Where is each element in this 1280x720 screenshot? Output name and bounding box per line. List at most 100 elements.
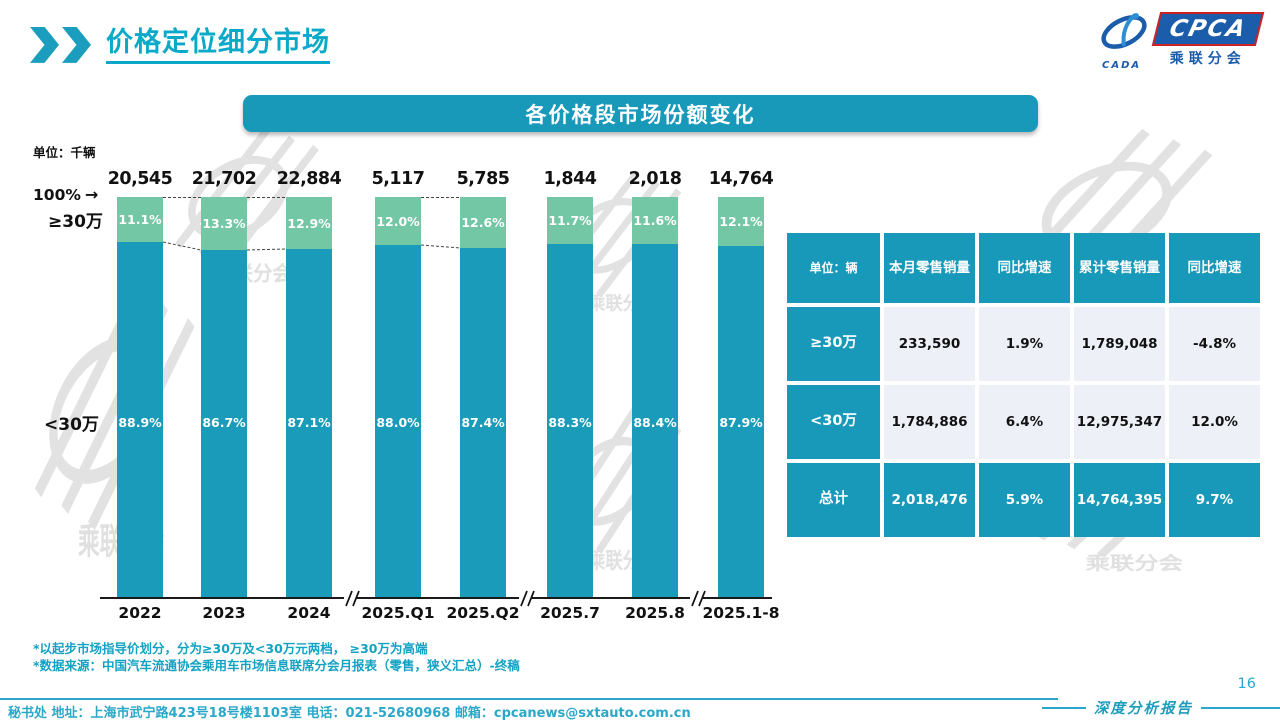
stacked-bar: 11.6% 88.4% <box>632 197 678 599</box>
table-row-label: <30万 <box>787 385 880 459</box>
series-label-over30: ≥30万 <box>48 212 103 232</box>
cada-logo-mark: CADA <box>1093 12 1151 71</box>
bar-segment-over30: 12.6% <box>460 197 506 248</box>
bar-segment-under30 <box>460 248 506 599</box>
stacked-bar: 12.1% 87.9% <box>718 197 764 599</box>
table-data-cell: -4.8% <box>1169 307 1260 381</box>
bar-segment-under30 <box>547 244 593 599</box>
bar-segment-under30 <box>201 250 247 599</box>
footer-contact: 秘书处 地址：上海市武宁路423号18号楼1103室 电话：021-526809… <box>8 706 691 720</box>
table-data-cell: 1,789,048 <box>1074 307 1165 381</box>
table-data-cell: 1,784,886 <box>884 385 975 459</box>
table-data-cell: 14,764,395 <box>1074 463 1165 537</box>
svg-text:乘联分会: 乘联分会 <box>1084 552 1183 574</box>
chart-title: 各价格段市场份额变化 <box>525 102 756 127</box>
page-title: 价格定位细分市场 <box>106 26 330 64</box>
x-axis-category-label: 2023 <box>202 604 246 622</box>
bar-segment-under30-label: 87.4% <box>461 415 505 430</box>
decorative-line <box>1042 706 1086 709</box>
footnotes: *以起步市场指导价划分，分为≥30万及<30万元两档， ≥30万为高端 *数据来… <box>33 641 520 675</box>
table-row-label: 总计 <box>787 463 880 537</box>
bar-segment-over30: 12.9% <box>286 197 332 249</box>
table-data-cell: 1.9% <box>979 307 1070 381</box>
chart-unit-label: 单位：千辆 <box>33 145 96 160</box>
footer-divider <box>0 698 1058 700</box>
table-data-cell: 12.0% <box>1169 385 1260 459</box>
table-data-cell: 5.9% <box>979 463 1070 537</box>
arrow-right-icon: → <box>84 185 99 204</box>
decorative-line <box>1201 706 1280 709</box>
x-axis-category-label: 2025.Q1 <box>361 604 435 622</box>
cpca-logo-subtitle: 乘联分会 <box>1169 51 1246 67</box>
bar-total-value: 22,884 <box>276 169 342 189</box>
cpca-logo-text: CPCA <box>1166 16 1250 42</box>
cpca-logo-band: CPCA <box>1151 12 1265 46</box>
bar-segment-over30: 11.1% <box>117 197 163 242</box>
x-axis-category-label: 2024 <box>287 604 331 622</box>
bar-total-value: 5,785 <box>456 169 510 189</box>
bar-segment-over30: 11.7% <box>547 197 593 244</box>
table-header-cell: 累计零售销量 <box>1074 233 1165 303</box>
chevron-right-icon <box>30 26 59 63</box>
stacked-bar: 11.1% 88.9% <box>117 197 163 599</box>
bar-segment-under30-label: 87.1% <box>287 415 331 430</box>
page-number: 16 <box>1237 676 1256 692</box>
bar-segment-over30: 12.0% <box>375 197 421 245</box>
table-data-cell: 6.4% <box>979 385 1070 459</box>
x-axis-category-label: 2025.8 <box>625 604 685 622</box>
x-axis-category-label: 2022 <box>118 604 162 622</box>
bar-segment-under30 <box>375 245 421 599</box>
table-data-cell: 233,590 <box>884 307 975 381</box>
bar-segment-under30-label: 88.4% <box>633 415 677 430</box>
cada-logo-text: CADA <box>1102 60 1142 71</box>
table-data-cell: 12,975,347 <box>1074 385 1165 459</box>
footnote-line: *数据来源：中国汽车流通协会乘用车市场信息联席分会月报表（零售，狭义汇总）-终稿 <box>33 657 520 673</box>
bar-segment-under30 <box>632 244 678 599</box>
bar-segment-under30-label: 87.9% <box>719 415 763 430</box>
axis-100pct-label: 100% → <box>33 185 98 204</box>
report-label-block: 16 深度分析报告 <box>1042 676 1280 718</box>
stacked-bar: 12.9% 87.1% <box>286 197 332 599</box>
x-axis-category-label: 2025.7 <box>540 604 600 622</box>
chevron-right-icon <box>62 26 91 63</box>
series-label-under30: <30万 <box>44 415 99 435</box>
bar-segment-under30-label: 88.0% <box>376 415 420 430</box>
report-type-row: 深度分析报告 <box>1042 697 1280 718</box>
cpca-logo-text-block: CPCA 乘联分会 <box>1151 12 1265 68</box>
bar-segment-under30 <box>117 242 163 599</box>
table-row-label: ≥30万 <box>787 307 880 381</box>
bar-total-value: 1,844 <box>543 169 597 189</box>
table-data-cell: 9.7% <box>1169 463 1260 537</box>
cpca-logo: CADA CPCA 乘联分会 <box>1093 12 1265 71</box>
stacked-bar: 12.6% 87.4% <box>460 197 506 599</box>
stacked-bar: 12.0% 88.0% <box>375 197 421 599</box>
bar-total-value: 2,018 <box>628 169 682 189</box>
bar-total-value: 5,117 <box>371 169 425 189</box>
bar-segment-under30-label: 86.7% <box>202 415 246 430</box>
table-header-cell: 同比增速 <box>979 233 1070 303</box>
bar-total-value: 14,764 <box>708 169 774 189</box>
bar-total-value: 21,702 <box>191 169 257 189</box>
footnote-line: *以起步市场指导价划分，分为≥30万及<30万元两档， ≥30万为高端 <box>33 641 428 656</box>
header: 价格定位细分市场 <box>30 26 330 64</box>
table-header-cell: 同比增速 <box>1169 233 1260 303</box>
bar-segment-under30-label: 88.3% <box>548 415 592 430</box>
bar-segment-over30: 13.3% <box>201 197 247 250</box>
table-header-cell: 本月零售销量 <box>884 233 975 303</box>
stacked-bar: 13.3% 86.7% <box>201 197 247 599</box>
x-axis-category-label: 2025.1-8 <box>702 604 780 622</box>
bar-total-value: 20,545 <box>107 169 173 189</box>
bar-segment-over30: 11.6% <box>632 197 678 244</box>
bar-segment-over30: 12.1% <box>718 197 764 246</box>
chart-title-banner: 各价格段市场份额变化 <box>243 95 1038 132</box>
axis-100pct-text: 100% <box>33 186 81 204</box>
bar-segment-under30-label: 88.9% <box>118 415 162 430</box>
x-axis-category-label: 2025.Q2 <box>446 604 520 622</box>
price-segment-table: 单位：辆 本月零售销量 同比增速 累计零售销量 同比增速 ≥30万 233,590 1.9% 1… <box>787 233 1260 537</box>
stacked-bar: 11.7% 88.3% <box>547 197 593 599</box>
table-data-cell: 2,018,476 <box>884 463 975 537</box>
bar-segment-under30 <box>718 246 764 599</box>
bar-segment-under30 <box>286 249 332 599</box>
report-type-label: 深度分析报告 <box>1094 700 1193 717</box>
